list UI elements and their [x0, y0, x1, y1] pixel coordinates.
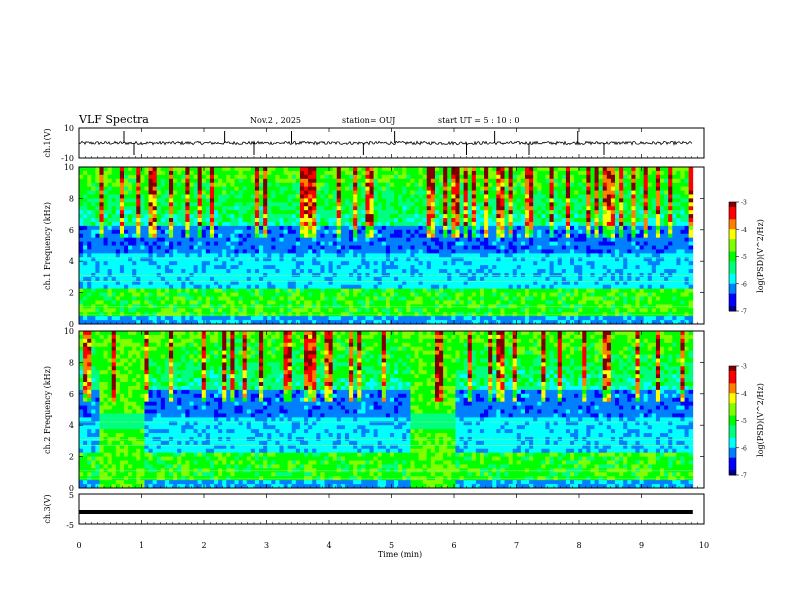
- time-tick-label-1: 1: [139, 541, 144, 550]
- time-axis-ticks: 0 1 2 3 4 5 6 7 8 9 10: [76, 128, 709, 550]
- ch2-spectrogram-image: [79, 331, 694, 489]
- ch1-waveform-panel: 10 -10 ch.1(V): [43, 124, 705, 163]
- time-tick-label-9: 9: [639, 541, 644, 550]
- ch2-colorbar: -3 -4 -5 -6 -7 log(PSD)(V^2/Hz): [728, 364, 765, 480]
- time-tick-label-3: 3: [264, 541, 269, 550]
- time-tick-label-0: 0: [76, 541, 81, 550]
- ch1-colorbar-label: log(PSD)(V^2/Hz): [756, 219, 765, 293]
- cbar2-tick-label: -6: [741, 445, 747, 452]
- cbar2-tick-label: -7: [741, 473, 747, 480]
- cbar2-tick-label: -4: [741, 391, 747, 398]
- time-axis-label: Time (min): [378, 550, 422, 559]
- ch1-spectrogram-yticks: 0 2 4 6 8 10: [64, 163, 704, 329]
- spec2-ytick-label: 10: [64, 327, 74, 336]
- cbar1-tick-label: -6: [741, 281, 747, 288]
- cbar1-tick-label: -7: [741, 309, 747, 316]
- spec1-ytick-label: 10: [64, 163, 74, 172]
- time-tick-label-10: 10: [699, 541, 709, 550]
- spec2-ytick-label: 6: [69, 390, 74, 399]
- spec2-ytick-label: 0: [69, 484, 74, 493]
- ch3-waveform-ylabel: ch.3(V): [43, 494, 52, 523]
- date-label: Nov.2 , 2025: [250, 116, 301, 125]
- time-tick-label-5: 5: [389, 541, 394, 550]
- ch3-waveform-line: [79, 510, 693, 514]
- ch1-spectrogram-panel: 0 2 4 6 8 10 ch.1 Frequency (kHz): [43, 163, 705, 329]
- ch1-colorbar-gradient: [729, 202, 736, 312]
- time-tick-label-6: 6: [451, 541, 456, 550]
- cbar1-tick-label: -5: [741, 254, 747, 261]
- ch1-waveform-spikes: [123, 131, 605, 155]
- ch2-colorbar-label: log(PSD)(V^2/Hz): [756, 383, 765, 457]
- ch3-waveform-panel: 5 -5 ch.3(V): [43, 491, 705, 530]
- ch1-waveform-ylabel: ch.1(V): [43, 128, 52, 157]
- spec2-ytick-label: 2: [69, 453, 74, 462]
- ch3-ytick-top: 5: [69, 491, 74, 500]
- ch1-spectrogram-image: [79, 167, 694, 325]
- time-tick-label-4: 4: [326, 541, 331, 550]
- ch2-spectrogram-ylabel: ch.2 Frequency (kHz): [43, 366, 52, 454]
- time-tick-label-7: 7: [514, 541, 519, 550]
- cbar1-tick-label: -4: [741, 227, 747, 234]
- spec1-ytick-label: 2: [69, 289, 74, 298]
- cbar2-tick-label: -5: [741, 418, 747, 425]
- ch1-spectrogram-ylabel: ch.1 Frequency (kHz): [43, 202, 52, 290]
- ch1-ytick-bottom: -10: [61, 154, 74, 163]
- spec1-ytick-label: 8: [69, 194, 74, 203]
- start-ut-label: start UT = 5 : 10 : 0: [438, 116, 519, 125]
- spec2-ytick-label: 4: [69, 421, 74, 430]
- ch3-ytick-bottom: -5: [66, 521, 74, 530]
- ch2-colorbar-ticks: -3 -4 -5 -6 -7: [736, 364, 747, 480]
- station-label: station= OUJ: [342, 116, 395, 125]
- ch2-spectrogram-panel: 0 2 4 6 8 10 ch.2 Frequency (kHz): [43, 327, 705, 493]
- spec2-ytick-label: 8: [69, 358, 74, 367]
- cbar1-tick-label: -3: [741, 200, 747, 207]
- ch1-colorbar: -3 -4 -5 -6 -7 log(PSD)(V^2/Hz): [728, 200, 765, 316]
- ch2-spectrogram-yticks: 0 2 4 6 8 10: [64, 327, 704, 493]
- ch1-colorbar-ticks: -3 -4 -5 -6 -7: [736, 200, 747, 316]
- spec1-ytick-label: 4: [69, 257, 74, 266]
- time-tick-label-8: 8: [576, 541, 581, 550]
- spec1-ytick-label: 0: [69, 320, 74, 329]
- ch1-waveform-line: [78, 140, 693, 146]
- figure-title: VLF Spectra: [78, 113, 149, 126]
- ch1-ytick-top: 10: [64, 124, 74, 133]
- ch2-colorbar-gradient: [729, 366, 736, 476]
- spec1-ytick-label: 6: [69, 226, 74, 235]
- time-tick-label-2: 2: [201, 541, 206, 550]
- cbar2-tick-label: -3: [741, 364, 747, 371]
